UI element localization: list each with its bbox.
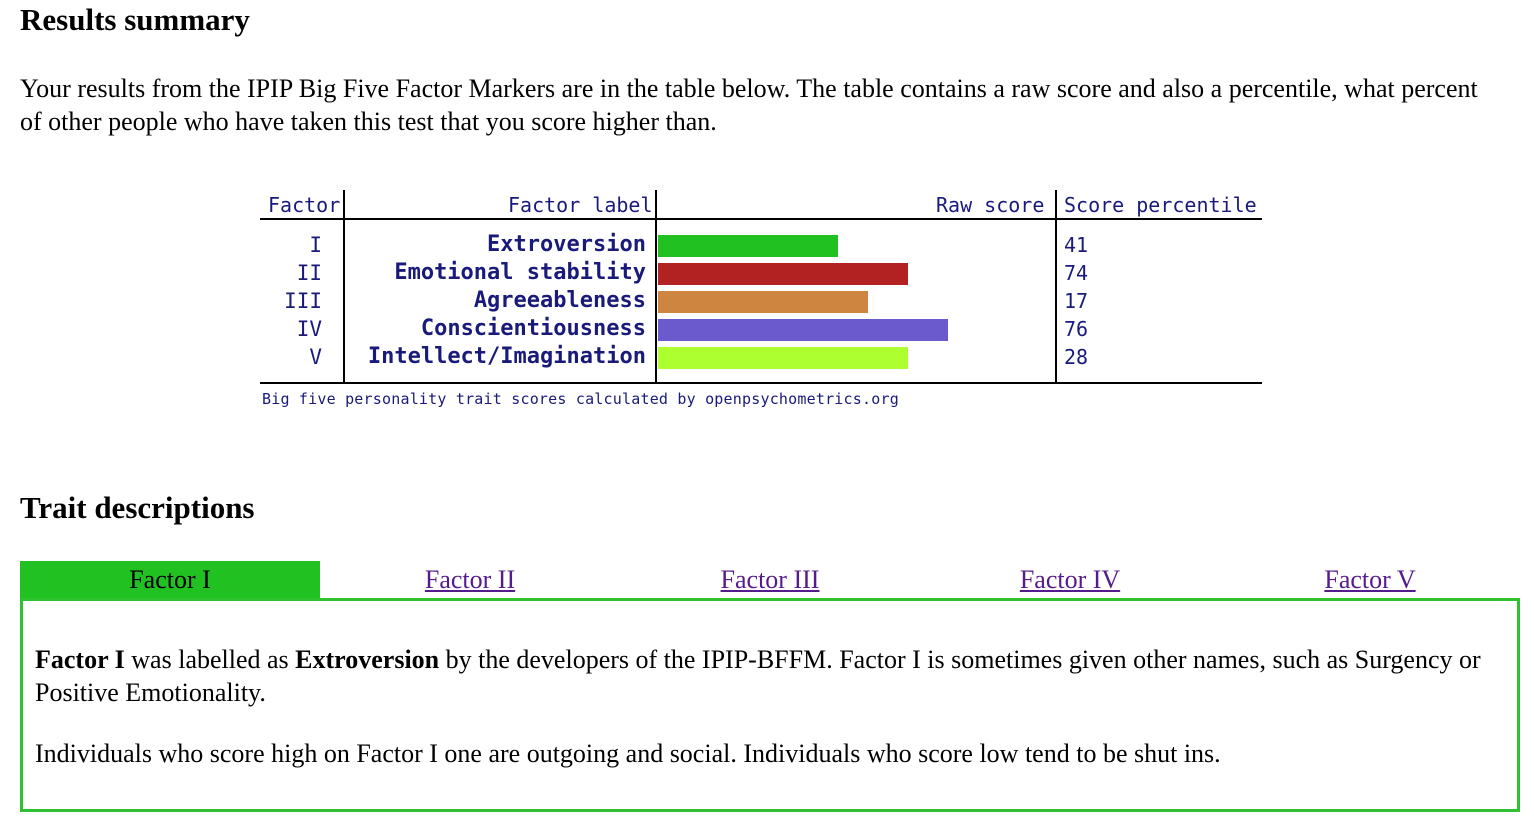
tab-factor-ii[interactable]: Factor II bbox=[424, 565, 516, 594]
tab-factor-iii[interactable]: Factor III bbox=[720, 565, 820, 594]
factor-label: Extroversion bbox=[487, 232, 646, 257]
raw-score-bar bbox=[658, 319, 948, 341]
factor-numeral: V bbox=[309, 345, 322, 369]
factor-tabs: Factor I Factor II Factor III Factor IV … bbox=[20, 561, 1520, 600]
footer-rule bbox=[260, 382, 1262, 384]
raw-score-bar bbox=[658, 235, 838, 257]
percentile-value: 74 bbox=[1064, 261, 1089, 285]
percentile-value: 17 bbox=[1064, 289, 1089, 313]
percentile-value: 76 bbox=[1064, 317, 1089, 341]
header-raw-score: Raw score bbox=[936, 193, 1045, 217]
factor-numeral: I bbox=[309, 233, 322, 257]
factor-label: Conscientiousness bbox=[420, 316, 646, 341]
percentile-value: 41 bbox=[1064, 233, 1089, 257]
column-divider bbox=[1055, 190, 1057, 384]
factor-numeral: III bbox=[284, 289, 322, 313]
results-summary-heading: Results summary bbox=[20, 2, 250, 37]
factor-label: Agreeableness bbox=[473, 288, 646, 313]
factor-numeral: II bbox=[296, 261, 322, 285]
tab-factor-i[interactable]: Factor I bbox=[20, 561, 320, 600]
factor-description-panel: Factor I was labelled as Extroversion by… bbox=[20, 598, 1520, 812]
description-text: by the developers of the IPIP-BFFM. Fact… bbox=[35, 645, 1481, 707]
raw-score-bar bbox=[658, 347, 908, 369]
trait-descriptions-heading: Trait descriptions bbox=[20, 490, 255, 525]
results-intro-text: Your results from the IPIP Big Five Fact… bbox=[20, 74, 1478, 136]
factor-interpretation-paragraph: Individuals who score high on Factor I o… bbox=[35, 739, 1221, 768]
tab-factor-v[interactable]: Factor V bbox=[1324, 565, 1416, 594]
factor-label: Intellect/Imagination bbox=[367, 344, 646, 369]
column-divider bbox=[655, 190, 657, 384]
factor-label-name: Extroversion bbox=[295, 645, 440, 674]
tab-factor-iv[interactable]: Factor IV bbox=[1019, 565, 1121, 594]
header-rule bbox=[260, 218, 1262, 220]
raw-score-bar bbox=[658, 291, 868, 313]
header-factor: Factor bbox=[268, 193, 341, 217]
column-divider bbox=[343, 190, 345, 384]
factor-label: Emotional stability bbox=[394, 260, 646, 285]
factor-description-paragraph: Factor I was labelled as Extroversion by… bbox=[35, 643, 1505, 709]
score-chart: Factor Factor label Raw score Score perc… bbox=[258, 186, 1268, 416]
header-score-percentile: Score percentile bbox=[1064, 193, 1257, 217]
percentile-value: 28 bbox=[1064, 345, 1089, 369]
chart-credit: Big five personality trait scores calcul… bbox=[262, 390, 899, 408]
header-factor-label: Factor label bbox=[508, 193, 653, 217]
description-text: was labelled as bbox=[124, 645, 296, 674]
factor-name: Factor I bbox=[35, 645, 125, 674]
factor-numeral: IV bbox=[296, 317, 322, 341]
raw-score-bar bbox=[658, 263, 908, 285]
